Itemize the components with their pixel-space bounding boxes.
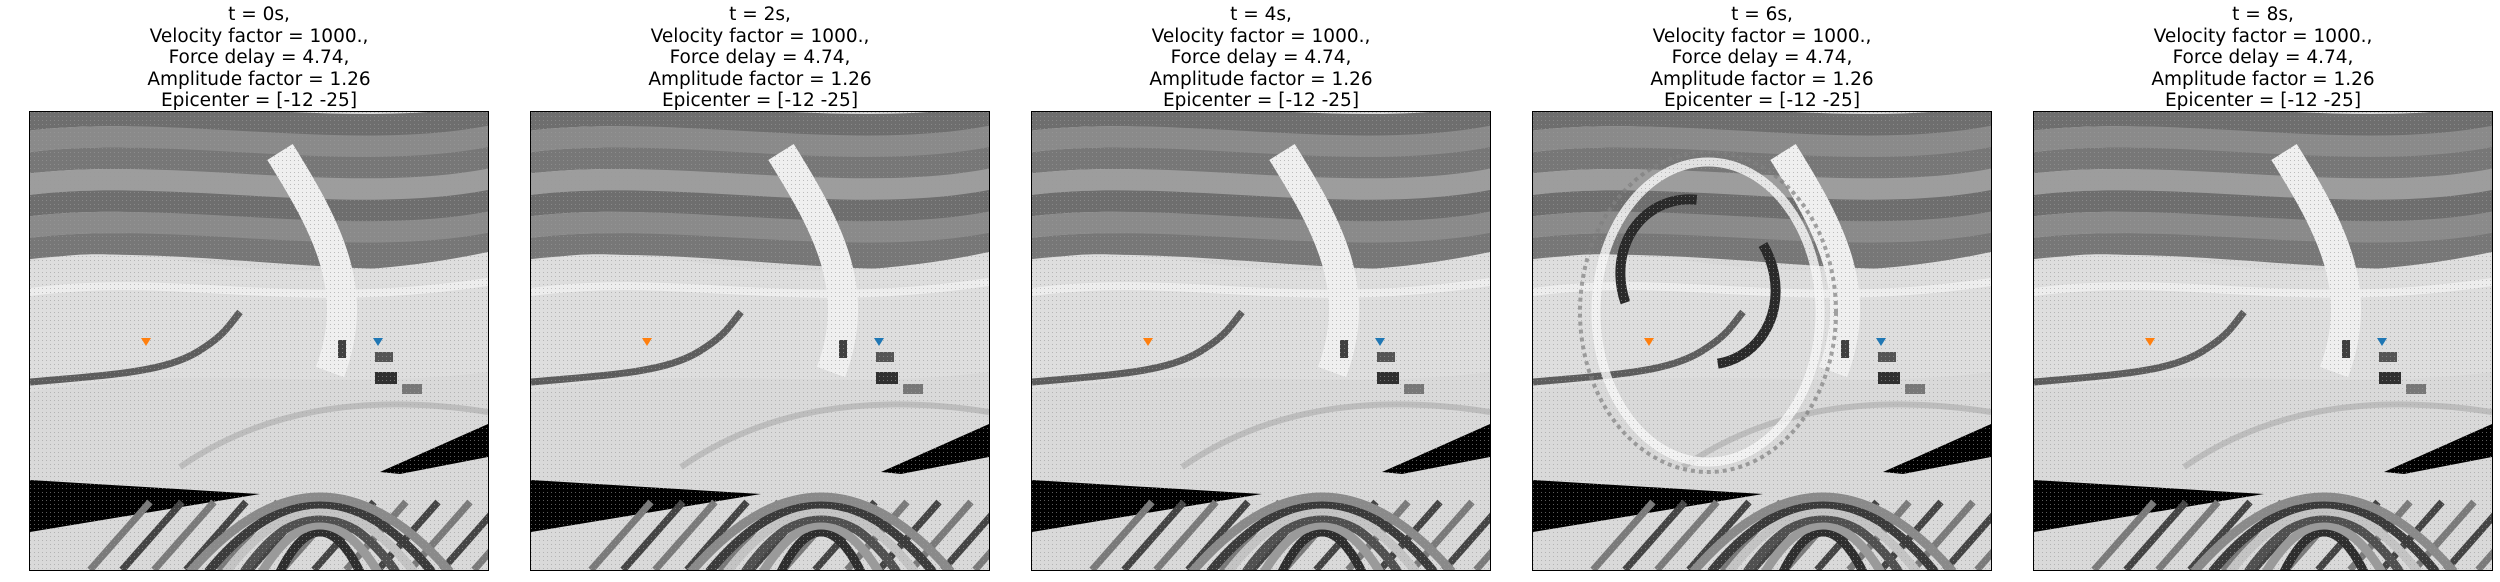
title-line-epicenter: Epicenter = [-12 -25] — [1162, 90, 1360, 111]
receiver-marker-icon — [2377, 338, 2387, 346]
velocity-model-svg — [1032, 112, 1490, 570]
panel-title: t = 6s, Velocity factor = 1000., Force d… — [1532, 4, 1992, 112]
velocity-model-svg — [531, 112, 989, 570]
title-line-force-delay: Force delay = 4.74, — [2172, 47, 2354, 68]
velocity-model-svg — [2034, 112, 2492, 570]
title-line-velocity: Velocity factor = 1000., — [1151, 25, 1371, 47]
velocity-model-svg — [1533, 112, 1991, 570]
title-line-velocity: Velocity factor = 1000., — [2153, 25, 2373, 47]
title-line-velocity: Velocity factor = 1000., — [1652, 25, 1872, 47]
title-line-time: t = 6s, — [1731, 4, 1793, 25]
panel-t2: t = 2s, Velocity factor = 1000., Force d… — [530, 0, 990, 582]
title-line-velocity: Velocity factor = 1000., — [149, 25, 369, 47]
title-line-time: t = 2s, — [729, 4, 791, 25]
panel-t6: t = 6s, Velocity factor = 1000., Force d… — [1532, 0, 1992, 582]
source-marker-icon — [1143, 338, 1153, 346]
seismic-image — [29, 111, 489, 571]
title-line-amplitude: Amplitude factor = 1.26 — [1149, 68, 1373, 90]
title-line-force-delay: Force delay = 4.74, — [669, 47, 851, 68]
title-line-amplitude: Amplitude factor = 1.26 — [2151, 68, 2375, 90]
panel-t4: t = 4s, Velocity factor = 1000., Force d… — [1031, 0, 1491, 582]
panel-title: t = 4s, Velocity factor = 1000., Force d… — [1031, 4, 1491, 112]
panel-title: t = 8s, Velocity factor = 1000., Force d… — [2033, 4, 2493, 112]
title-line-time: t = 0s, — [228, 4, 290, 25]
title-line-velocity: Velocity factor = 1000., — [650, 25, 870, 47]
seismic-image — [530, 111, 990, 571]
seismic-image — [1532, 111, 1992, 571]
title-line-amplitude: Amplitude factor = 1.26 — [1650, 68, 1874, 90]
receiver-marker-icon — [1876, 338, 1886, 346]
title-line-force-delay: Force delay = 4.74, — [1671, 47, 1853, 68]
seismic-image — [1031, 111, 1491, 571]
panel-title: t = 0s, Velocity factor = 1000., Force d… — [29, 4, 489, 112]
title-line-epicenter: Epicenter = [-12 -25] — [160, 90, 358, 111]
panel-t0: t = 0s, Velocity factor = 1000., Force d… — [29, 0, 489, 582]
title-line-epicenter: Epicenter = [-12 -25] — [1663, 90, 1861, 111]
title-line-time: t = 8s, — [2232, 4, 2294, 25]
title-line-force-delay: Force delay = 4.74, — [1170, 47, 1352, 68]
title-line-force-delay: Force delay = 4.74, — [168, 47, 350, 68]
receiver-marker-icon — [1375, 338, 1385, 346]
panel-title: t = 2s, Velocity factor = 1000., Force d… — [530, 4, 990, 112]
panel-t8: t = 8s, Velocity factor = 1000., Force d… — [2033, 0, 2493, 582]
title-line-amplitude: Amplitude factor = 1.26 — [147, 68, 371, 90]
receiver-marker-icon — [874, 338, 884, 346]
receiver-marker-icon — [373, 338, 383, 346]
source-marker-icon — [2145, 338, 2155, 346]
source-marker-icon — [141, 338, 151, 346]
title-line-epicenter: Epicenter = [-12 -25] — [2164, 90, 2362, 111]
title-line-epicenter: Epicenter = [-12 -25] — [661, 90, 859, 111]
velocity-model-svg — [30, 112, 488, 570]
title-line-amplitude: Amplitude factor = 1.26 — [648, 68, 872, 90]
source-marker-icon — [1644, 338, 1654, 346]
title-line-time: t = 4s, — [1230, 4, 1292, 25]
seismic-image — [2033, 111, 2493, 571]
source-marker-icon — [642, 338, 652, 346]
